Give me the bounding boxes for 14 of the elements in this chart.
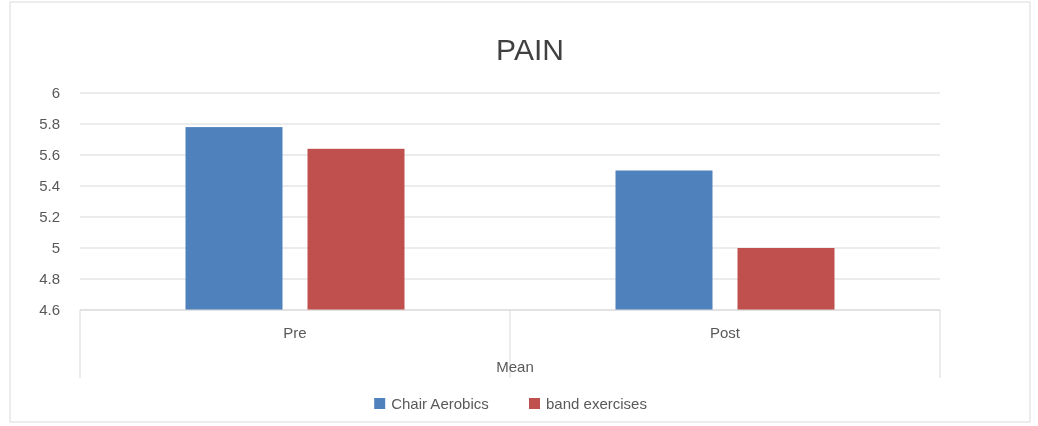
- x-axis-title: Mean: [496, 358, 534, 375]
- y-tick-label: 6: [51, 84, 60, 102]
- y-tick-label: 4.8: [39, 270, 60, 288]
- chart-title: PAIN: [496, 33, 564, 66]
- y-tick-label: 5.4: [39, 177, 60, 195]
- y-tick-label: 5.6: [39, 146, 60, 164]
- legend-label: Chair Aerobics: [391, 395, 489, 412]
- legend-label: band exercises: [546, 395, 647, 412]
- y-tick-label: 5.8: [39, 115, 60, 133]
- x-tick-label: Pre: [283, 324, 307, 341]
- y-tick-label: 5.2: [39, 208, 60, 226]
- y-tick-label: 4.6: [39, 301, 60, 319]
- y-tick-label: 5: [51, 239, 60, 257]
- x-tick-label: Post: [709, 324, 741, 341]
